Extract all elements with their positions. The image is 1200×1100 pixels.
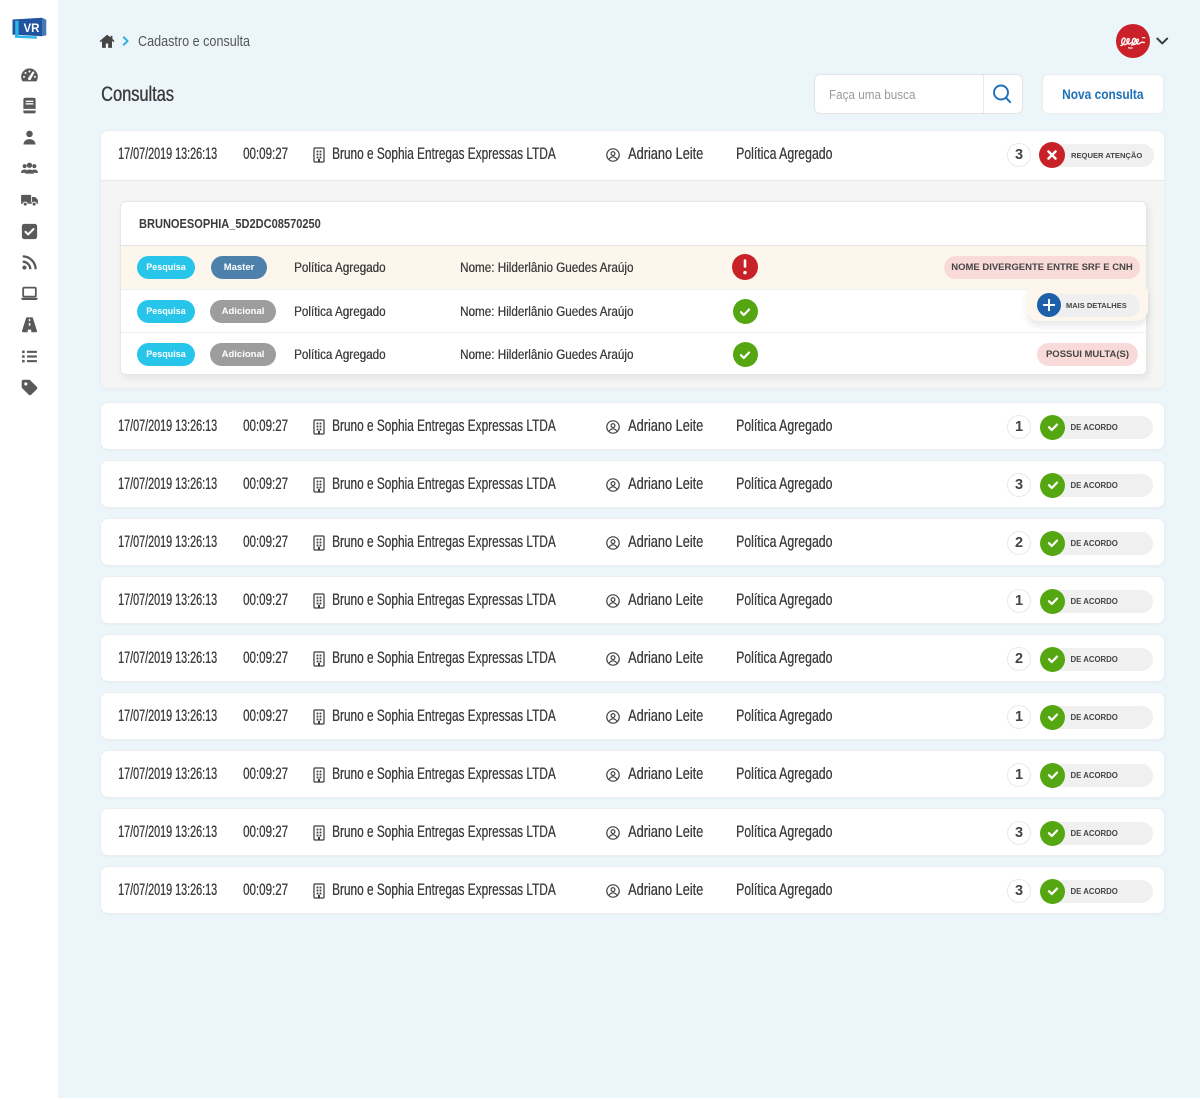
- svg-text:VR: VR: [24, 23, 41, 35]
